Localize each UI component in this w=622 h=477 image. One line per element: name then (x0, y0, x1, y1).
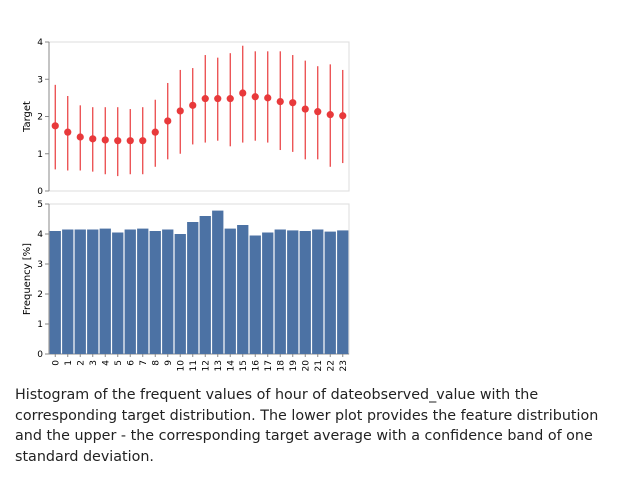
frequency-bar (299, 231, 311, 354)
frequency-bar (199, 216, 211, 354)
frequency-bar (312, 229, 324, 354)
frequency-bar (74, 229, 86, 354)
frequency-x-tick-label: 23 (339, 360, 349, 371)
mean-point (314, 108, 322, 116)
frequency-x-tick-label: 4 (101, 360, 111, 366)
target-y-axis-title: Target (22, 101, 33, 133)
frequency-bar (112, 232, 124, 354)
frequency-bar (262, 232, 274, 354)
frequency-y-tick-label: 2 (37, 290, 43, 300)
frequency-y-tick-label: 5 (37, 200, 43, 210)
mean-point (326, 111, 334, 119)
frequency-y-tick-label: 1 (37, 320, 43, 330)
frequency-y-tick-label: 0 (37, 350, 43, 360)
mean-point (139, 137, 147, 145)
mean-point (276, 98, 284, 106)
frequency-bar (149, 231, 161, 354)
mean-point (51, 122, 59, 130)
mean-point (239, 89, 247, 97)
frequency-x-tick-label: 10 (176, 360, 186, 372)
target-panel: 0 1 2 3 4 Target (22, 38, 350, 197)
frequency-y-axis-title: Frequency [%] (22, 243, 33, 315)
frequency-x-tick-label: 6 (126, 360, 136, 366)
figure-caption: Histogram of the frequent values of hour… (15, 387, 599, 465)
frequency-bar (162, 229, 174, 354)
frequency-x-tick-label: 7 (139, 360, 149, 366)
frequency-bar (212, 210, 224, 354)
frequency-bar (324, 231, 336, 354)
mean-point (339, 112, 347, 120)
frequency-bar (224, 228, 236, 354)
target-marks (51, 45, 347, 177)
mean-point (201, 95, 209, 103)
frequency-y-tick-label: 3 (37, 260, 43, 270)
mean-point (264, 94, 272, 102)
frequency-x-tick-label: 14 (226, 360, 236, 372)
mean-point (176, 107, 184, 115)
target-y-tick-label: 1 (37, 150, 43, 160)
frequency-bar (99, 228, 111, 354)
frequency-x-tick-label: 12 (201, 360, 211, 371)
mean-point (151, 128, 159, 136)
mean-point (251, 93, 259, 101)
frequency-x-tick-label: 9 (164, 360, 174, 366)
frequency-bar (174, 234, 186, 354)
mean-point (64, 128, 72, 136)
frequency-x-ticks: 0 1 2 3 4 5 6 7 8 9 10 11 12 13 14 15 16 17 18 19 20 21 22 23 (51, 354, 349, 371)
frequency-bar (62, 229, 74, 354)
frequency-x-tick-label: 5 (114, 360, 124, 366)
frequency-bar (337, 230, 349, 354)
frequency-bar (187, 222, 199, 354)
mean-point (126, 137, 134, 145)
frequency-bar (274, 229, 286, 354)
frequency-x-tick-label: 8 (151, 360, 161, 366)
frequency-x-tick-label: 16 (251, 360, 261, 372)
frequency-y-ticks: 0 1 2 3 4 5 (37, 200, 49, 360)
frequency-x-tick-label: 20 (301, 360, 311, 372)
target-y-tick-label: 4 (37, 38, 43, 48)
mean-point (76, 133, 84, 141)
frequency-x-tick-label: 1 (64, 360, 74, 366)
target-plot-area (48, 41, 350, 192)
mean-point (89, 135, 97, 143)
target-y-ticks: 0 1 2 3 4 (37, 38, 49, 197)
mean-point (301, 105, 309, 113)
frequency-x-tick-label: 3 (89, 360, 99, 366)
target-y-tick-label: 2 (37, 113, 43, 123)
frequency-bar (49, 231, 61, 354)
frequency-x-tick-label: 19 (289, 360, 299, 372)
frequency-x-tick-label: 11 (189, 360, 199, 371)
frequency-x-tick-label: 2 (76, 360, 86, 366)
frequency-x-tick-label: 0 (51, 360, 61, 366)
mean-point (226, 95, 234, 103)
frequency-x-tick-label: 22 (326, 360, 336, 371)
mean-point (164, 117, 172, 125)
frequency-bar (249, 235, 261, 354)
mean-point (289, 99, 297, 107)
frequency-bars (49, 210, 349, 354)
target-y-tick-label: 0 (37, 187, 43, 197)
frequency-bar (137, 228, 149, 354)
mean-point (101, 136, 109, 144)
frequency-x-tick-label: 21 (314, 360, 324, 371)
frequency-bar (87, 229, 99, 354)
frequency-plot-area (48, 203, 350, 355)
mean-point (214, 95, 222, 103)
frequency-x-tick-label: 17 (264, 360, 274, 371)
frequency-bar (124, 229, 136, 354)
frequency-bar (287, 230, 299, 354)
mean-point (114, 137, 122, 145)
mean-point (189, 101, 197, 109)
target-y-tick-label: 3 (37, 75, 43, 85)
frequency-x-tick-label: 13 (214, 360, 224, 371)
frequency-bar (237, 225, 249, 354)
frequency-y-tick-label: 4 (37, 230, 43, 240)
frequency-x-tick-label: 18 (276, 360, 286, 372)
frequency-x-tick-label: 15 (239, 360, 249, 371)
